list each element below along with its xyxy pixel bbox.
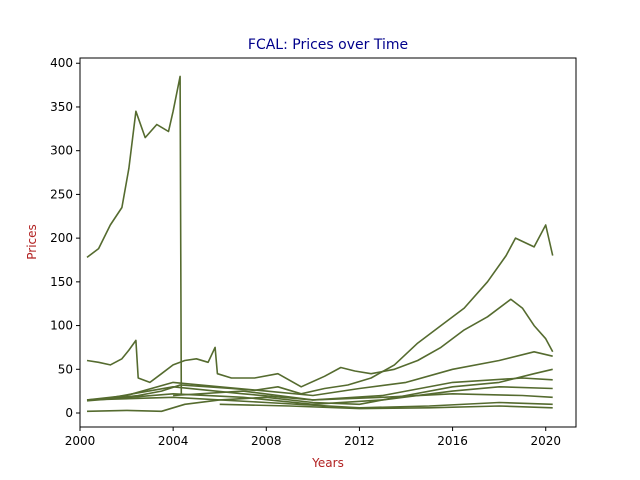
- series-line-4: [86, 351, 553, 401]
- x-axis-ticks: 2000 2004 2008 2012 2016 2020: [65, 427, 561, 448]
- x-tick-label: 2016: [437, 434, 468, 448]
- y-tick-label: 400: [50, 56, 73, 70]
- series-line-3: [86, 224, 554, 401]
- x-tick-label: 2000: [65, 434, 96, 448]
- y-tick-label: 250: [50, 187, 73, 201]
- y-tick-label: 150: [50, 275, 73, 289]
- plot-lines: [86, 75, 554, 413]
- y-tick-label: 300: [50, 144, 73, 158]
- series-line-10: [219, 403, 553, 410]
- x-axis-title: Years: [311, 456, 344, 470]
- y-tick-label: 350: [50, 100, 73, 114]
- series-line-5: [86, 368, 553, 413]
- y-axis-ticks: 0 50 100 150 200 250 300 350 400: [50, 56, 80, 420]
- x-tick-label: 2012: [344, 434, 375, 448]
- x-tick-label: 2004: [158, 434, 189, 448]
- y-tick-label: 100: [50, 319, 73, 333]
- y-tick-label: 0: [65, 406, 73, 420]
- series-line-9: [173, 390, 553, 401]
- series-line-2: [86, 298, 554, 388]
- series-line-8: [103, 377, 553, 401]
- y-tick-label: 200: [50, 231, 73, 245]
- x-tick-label: 2008: [251, 434, 282, 448]
- y-axis-title: Prices: [25, 224, 39, 260]
- series-line-1: [86, 75, 183, 396]
- x-tick-label: 2020: [530, 434, 561, 448]
- plot-frame: [79, 57, 577, 428]
- y-tick-label: 50: [58, 362, 73, 376]
- chart-title: FCAL: Prices over Time: [248, 37, 408, 53]
